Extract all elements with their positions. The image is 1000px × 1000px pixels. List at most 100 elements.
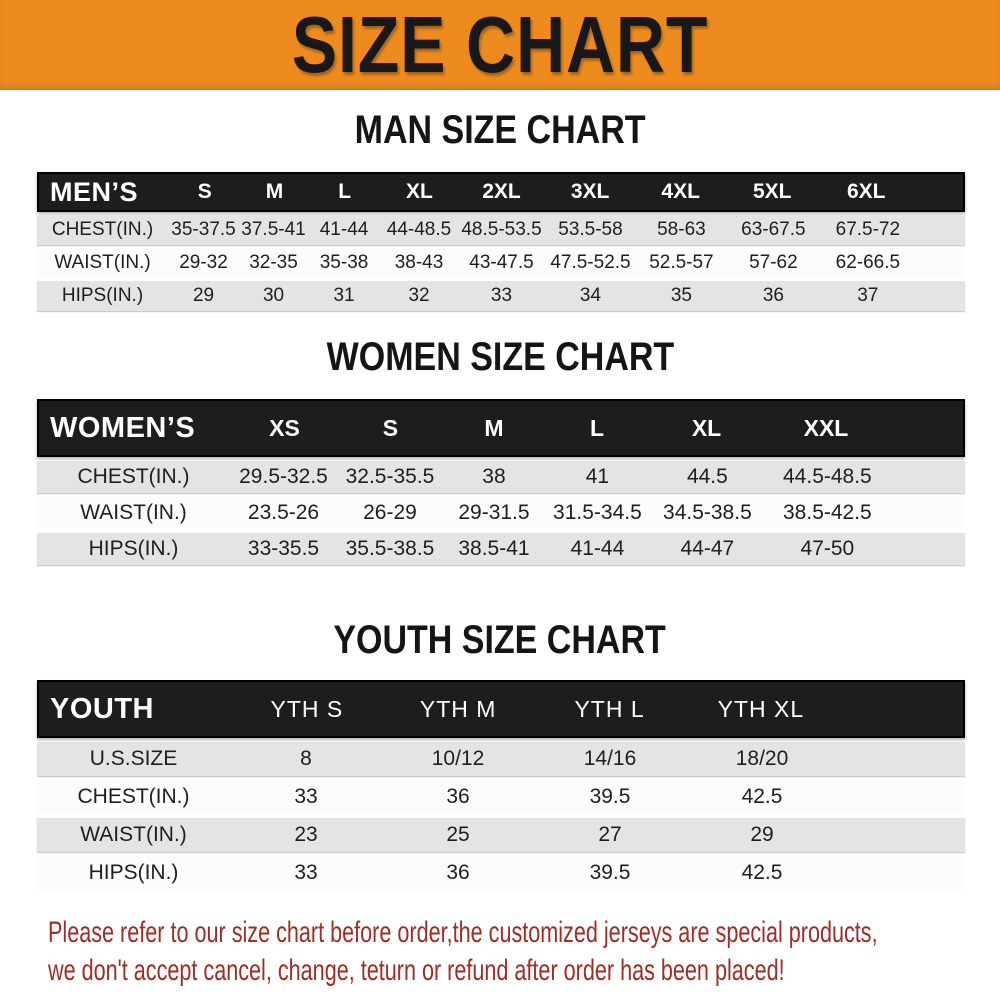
size-value: 53.5-58: [558, 219, 623, 240]
table-label: MEN’S: [50, 176, 139, 207]
size-value: 44.5: [686, 465, 728, 488]
size-value: 41-44: [570, 537, 625, 560]
size-value: 36: [762, 285, 784, 306]
size-value: 31: [333, 285, 355, 306]
women-section-heading: WOMEN SIZE CHART: [0, 335, 1000, 379]
size-column-header: M: [484, 414, 504, 441]
size-value: 34.5-38.5: [663, 501, 752, 524]
youth-section-heading: YOUTH SIZE CHART: [0, 618, 1000, 662]
table-row: U.S.SIZE 8 10/12 14/16 18/20: [37, 742, 965, 776]
size-value: 29-31.5: [458, 501, 530, 524]
section-men: MAN SIZE CHART MEN’S S M L XL 2XL 3XL 4XL 5XL 6XL…: [0, 108, 1000, 311]
size-value: 18/20: [735, 747, 789, 770]
table-row: CHEST(IN.) 35-37.5 37.5-41 41-44 44-48.5 48.5…: [37, 215, 965, 245]
size-column-header: L: [338, 180, 352, 203]
size-value: 47-50: [800, 537, 855, 560]
table-row: WAIST(IN.) 29-32 32-35 35-38 38-43 43-47.5 47.…: [37, 248, 965, 278]
youth-table-header-bar: YOUTH YTH S YTH M YTH L YTH XL: [37, 680, 965, 738]
row-label: U.S.SIZE: [89, 747, 178, 770]
size-value: 37: [857, 285, 879, 306]
size-value: 29-32: [179, 252, 228, 273]
size-value: 25: [446, 823, 470, 846]
size-value: 32.5-35.5: [345, 465, 435, 488]
row-label: CHEST(IN.): [51, 219, 154, 240]
men-table-rows: CHEST(IN.) 35-37.5 37.5-41 41-44 44-48.5 48.5…: [37, 215, 965, 311]
size-value: 10/12: [431, 747, 485, 770]
men-heading-text: MAN SIZE CHART: [354, 107, 646, 152]
size-column-header: YTH XL: [717, 695, 805, 722]
table-label: YOUTH: [50, 692, 154, 725]
size-value: 33: [490, 285, 513, 306]
youth-size-table: YOUTH YTH S YTH M YTH L YTH XL U.S.SIZE 8 10/1…: [37, 680, 965, 890]
size-column-header: L: [590, 414, 605, 441]
size-value: 35.5-38.5: [345, 537, 435, 560]
size-column-header: 3XL: [570, 180, 610, 203]
banner: SIZE CHART: [0, 0, 1000, 90]
size-column-header: M: [265, 180, 284, 203]
size-value: 44-48.5: [386, 219, 452, 240]
size-value: 14/16: [583, 747, 637, 770]
disclaimer: Please refer to our size chart before or…: [48, 914, 1000, 990]
size-column-header: 4XL: [661, 180, 700, 203]
size-value: 23: [294, 823, 318, 846]
size-value: 44-47: [680, 537, 735, 560]
table-row: HIPS(IN.) 33 36 39.5 42.5: [37, 856, 965, 890]
men-section-heading: MAN SIZE CHART: [0, 108, 1000, 152]
size-column-header: 5XL: [752, 180, 792, 203]
disclaimer-line-2: we don't accept cancel, change, teturn o…: [48, 954, 785, 987]
table-row: WAIST(IN.) 23.5-26 26-29 29-31.5 31.5-34.5 34…: [37, 497, 965, 529]
women-heading-text: WOMEN SIZE CHART: [326, 334, 674, 379]
size-value: 39.5: [589, 785, 631, 808]
table-label: WOMEN’S: [50, 411, 196, 444]
size-value: 62-66.5: [835, 252, 901, 273]
banner-title: SIZE CHART: [291, 0, 709, 89]
size-value: 36: [446, 785, 470, 808]
size-value: 8: [300, 747, 312, 770]
size-value: 29.5-32.5: [239, 465, 328, 488]
size-value: 41-44: [319, 219, 369, 240]
youth-table-rows: U.S.SIZE 8 10/12 14/16 18/20 CHEST(IN.) 33 36 39…: [37, 742, 965, 890]
size-value: 38-43: [394, 252, 444, 273]
size-value: 38.5-41: [458, 537, 530, 560]
table-row: HIPS(IN.) 29 30 31 32 33 34 35 36 37: [37, 281, 965, 311]
size-value: 47.5-52.5: [550, 252, 631, 273]
table-row: CHEST(IN.) 33 36 39.5 42.5: [37, 780, 965, 814]
size-value: 38: [482, 465, 506, 488]
size-column-header: S: [382, 414, 399, 441]
size-column-header: XS: [269, 414, 300, 441]
size-value: 52.5-57: [649, 252, 714, 273]
women-table-rows: CHEST(IN.) 29.5-32.5 32.5-35.5 38 41 44.5 44.5…: [37, 461, 965, 565]
size-value: 33-35.5: [247, 537, 320, 560]
size-value: 42.5: [741, 861, 783, 884]
size-value: 42.5: [741, 785, 783, 808]
size-value: 48.5-53.5: [461, 219, 542, 240]
size-value: 43-47.5: [469, 252, 534, 273]
size-value: 36: [446, 861, 470, 884]
table-row: HIPS(IN.) 33-35.5 35.5-38.5 38.5-41 41-44 44-…: [37, 533, 965, 565]
size-value: 58-63: [657, 219, 706, 240]
section-women: WOMEN SIZE CHART WOMEN’S XS S M L XL XXL CHEST…: [0, 335, 1000, 565]
section-youth: YOUTH SIZE CHART YOUTH YTH S YTH M YTH L YTH…: [0, 618, 1000, 890]
youth-heading-text: YOUTH SIZE CHART: [333, 617, 667, 662]
size-value: 37.5-41: [241, 219, 306, 240]
row-label: HIPS(IN.): [88, 861, 179, 884]
size-value: 30: [262, 285, 285, 306]
row-label: HIPS(IN.): [61, 285, 144, 306]
size-value: 33: [294, 785, 318, 808]
row-label: HIPS(IN.): [88, 537, 179, 560]
table-row: CHEST(IN.) 29.5-32.5 32.5-35.5 38 41 44.5 44.5…: [37, 461, 965, 493]
men-table-header-bar: MEN’S S M L XL 2XL 3XL 4XL 5XL 6XL: [37, 172, 965, 212]
size-value: 38.5-42.5: [783, 501, 872, 524]
size-column-header: 2XL: [482, 180, 521, 203]
size-value: 32-35: [249, 252, 298, 273]
size-value: 26-29: [363, 501, 417, 524]
size-value: 67.5-72: [835, 219, 901, 240]
size-value: 63-67.5: [741, 219, 806, 240]
size-value: 35: [670, 285, 692, 306]
size-value: 32: [408, 285, 430, 306]
size-value: 41: [585, 465, 610, 488]
size-column-header: XXL: [803, 414, 849, 441]
row-label: CHEST(IN.): [77, 465, 190, 488]
row-label: WAIST(IN.): [54, 252, 151, 273]
size-value: 35-38: [319, 252, 369, 273]
